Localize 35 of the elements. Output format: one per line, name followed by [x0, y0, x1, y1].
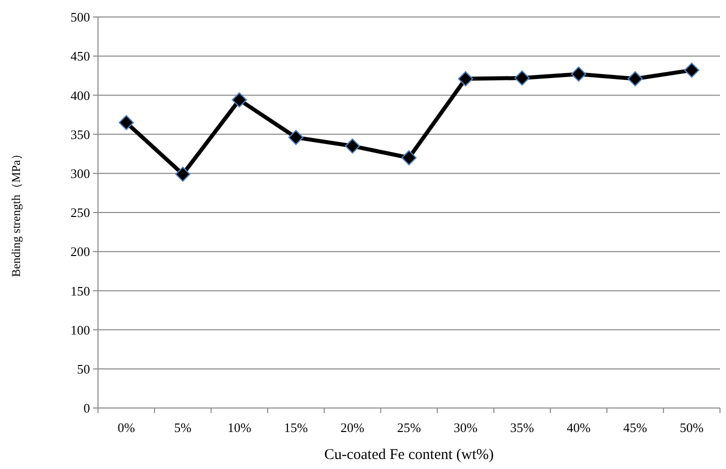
y-axis-title: Bending strength（MPa） [9, 148, 23, 277]
point [232, 92, 247, 108]
x-tick-label: 5% [174, 420, 192, 435]
point [571, 66, 586, 82]
x-tick-label: 0% [118, 420, 136, 435]
x-tick-label: 30% [454, 420, 478, 435]
x-axis-title: Cu-coated Fe content (wt%) [324, 447, 494, 463]
x-tick-label: 35% [510, 420, 534, 435]
point [118, 114, 134, 130]
point [344, 138, 360, 154]
y-tick-label: 100 [70, 322, 90, 338]
y-tick-label: 50 [77, 361, 90, 376]
y-tick-label: 450 [70, 48, 90, 64]
y-tick-label: 250 [70, 205, 90, 220]
point [458, 71, 474, 86]
point [288, 130, 304, 146]
y-tick-label: 300 [70, 166, 90, 181]
y-tick-label: 400 [70, 88, 90, 103]
point [401, 150, 417, 166]
y-tick-label: 150 [70, 283, 90, 298]
x-tick-label: 40% [566, 420, 591, 435]
x-tick-label: 25% [397, 420, 422, 435]
point [175, 166, 190, 182]
point [628, 71, 643, 86]
x-tick-label: 45% [623, 420, 648, 435]
y-tick-label: 0 [84, 400, 90, 416]
x-tick-label: 20% [340, 420, 365, 435]
point [514, 70, 530, 86]
y-tick-label: 200 [70, 244, 90, 260]
x-tick-label: 50% [680, 420, 704, 435]
point [684, 62, 700, 78]
x-tick-label: 15% [284, 420, 308, 435]
y-tick-label: 500 [70, 10, 90, 25]
y-tick-label: 350 [70, 126, 90, 142]
x-tick-label: 10% [227, 420, 252, 435]
